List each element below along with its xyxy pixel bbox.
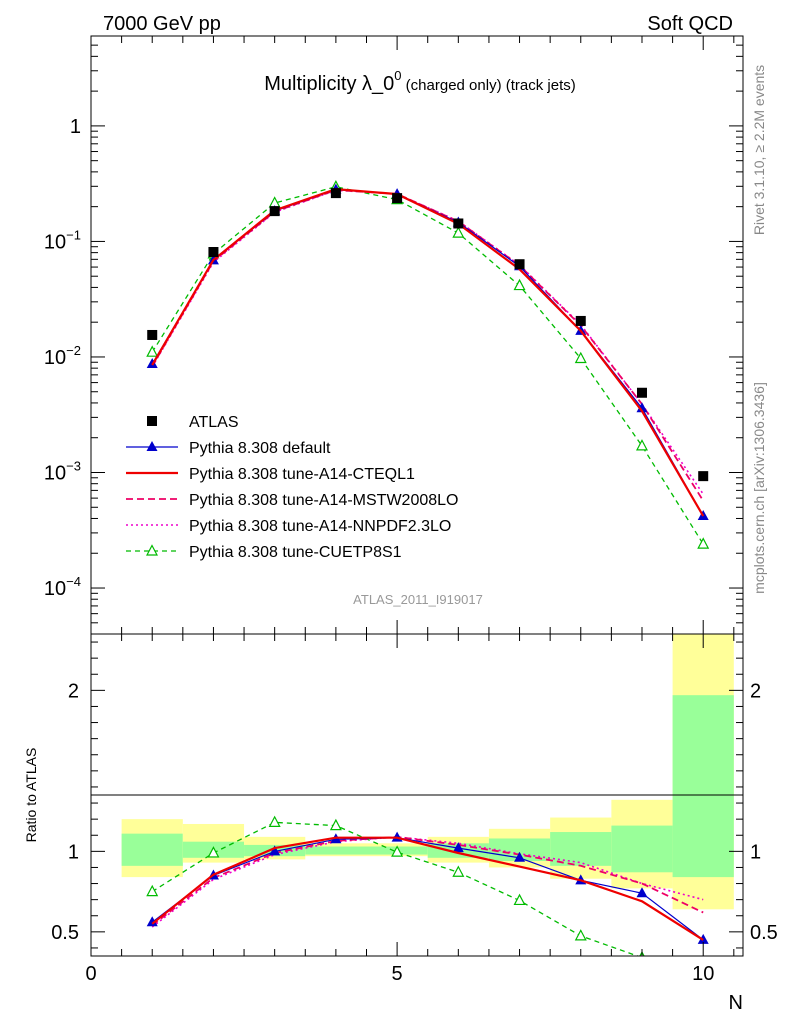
title-sup: 0 xyxy=(394,68,401,83)
ratio-point-default xyxy=(269,845,281,856)
ratio-ytick-label-right: 0.5 xyxy=(750,922,778,944)
ratio-series-line-default xyxy=(151,837,704,941)
legend: ATLAS Pythia 8.308 default Pythia 8.308 tu… xyxy=(126,414,458,561)
ratio-ytick-label-left: 0.5 xyxy=(51,922,79,944)
main-ytick-label: 10−3 xyxy=(44,458,81,484)
legend-label-default: Pythia 8.308 default xyxy=(189,440,331,457)
side-label-bottom: mcplots.cern.ch [arXiv:1306.3436] xyxy=(751,382,767,594)
main-point-cuetp8s1 xyxy=(574,351,587,364)
main-point-cuetp8s1 xyxy=(697,537,710,549)
main-point-atlas xyxy=(636,387,647,398)
main-ytick-label: 10−2 xyxy=(44,343,81,369)
main-ytick-label: 1 xyxy=(70,116,81,138)
main-point-cuetp8s1 xyxy=(635,439,648,451)
side-label-top: Rivet 3.1.10, ≥ 2.2M events xyxy=(751,65,767,235)
ratio-point-cuetp8s1 xyxy=(452,865,465,877)
ratio-series-line-mstw xyxy=(151,835,704,927)
main-point-cuetp8s1 xyxy=(452,226,465,238)
watermark: ATLAS_2011_I919017 xyxy=(353,592,483,607)
main-point-cuetp8s1 xyxy=(513,278,526,291)
ratio-series-line-cteql1 xyxy=(151,836,704,941)
title-tail: (charged only) (track jets) xyxy=(402,77,576,94)
ratio-point-cuetp8s1 xyxy=(146,884,159,897)
ratio-point-default xyxy=(146,916,158,927)
x-axis-label: N xyxy=(729,992,743,1014)
legend-label-atlas: ATLAS xyxy=(189,414,239,431)
ratio-point-cuetp8s1 xyxy=(329,818,342,831)
ratio-point-default xyxy=(514,851,526,862)
ratio-band-inner xyxy=(672,695,734,878)
main-point-atlas xyxy=(269,206,280,217)
main-point-atlas xyxy=(514,259,525,270)
main-point-cuetp8s1 xyxy=(146,345,159,357)
main-point-atlas xyxy=(208,247,219,258)
ratio-ytick-label-left: 2 xyxy=(68,680,79,702)
legend-label-mstw: Pythia 8.308 tune-A14-MSTW2008LO xyxy=(189,492,458,509)
ratio-point-cuetp8s1 xyxy=(207,846,220,858)
ratio-point-cuetp8s1 xyxy=(513,893,526,906)
ratio-ytick-label-right: 2 xyxy=(750,680,761,702)
main-ytick-label: 10−4 xyxy=(44,574,81,600)
legend-label-cteql1: Pythia 8.308 tune-A14-CTEQL1 xyxy=(189,466,415,483)
x-tick-label: 0 xyxy=(85,963,96,985)
y-axis-label: Ratio to ATLAS xyxy=(23,748,39,843)
main-point-atlas xyxy=(698,471,709,482)
x-tick-label: 10 xyxy=(692,963,714,985)
ratio-band-inner xyxy=(611,825,673,873)
ratio-point-cuetp8s1 xyxy=(574,929,587,941)
main-point-atlas xyxy=(330,188,341,199)
ratio-band-inner xyxy=(305,846,367,855)
main-point-atlas xyxy=(147,329,158,340)
ratio-point-default xyxy=(452,842,464,853)
main-point-atlas xyxy=(453,218,464,229)
header-left: 7000 GeV pp xyxy=(103,13,221,35)
ratio-series-line-nnpdf xyxy=(151,836,704,928)
ratio-band-inner xyxy=(121,833,183,866)
x-tick-label: 5 xyxy=(392,963,403,985)
ratio-point-default xyxy=(636,887,648,898)
main-series-line-cuetp8s1 xyxy=(151,186,704,545)
legend-marker-default xyxy=(146,441,158,451)
ratio-band-inner xyxy=(550,832,612,866)
chart-title: Multiplicity λ_00 (charged only) (track … xyxy=(264,68,576,95)
header-right: Soft QCD xyxy=(647,13,733,35)
main-point-atlas xyxy=(575,315,586,326)
ratio-panel: 0.5 0.5 1 1 2 2 xyxy=(51,633,778,957)
legend-label-nnpdf: Pythia 8.308 tune-A14-NNPDF2.3LO xyxy=(189,518,451,535)
main-point-atlas xyxy=(392,193,403,204)
main-panel: 1 10−1 10−2 10−3 10−4 xyxy=(44,35,744,635)
title-main: Multiplicity λ_0 xyxy=(264,73,394,95)
ratio-ytick-label-right: 1 xyxy=(750,841,761,863)
ratio-point-cuetp8s1 xyxy=(391,845,404,857)
legend-marker-atlas xyxy=(147,416,157,426)
ratio-frame xyxy=(90,633,744,957)
ratio-point-cuetp8s1 xyxy=(268,815,281,827)
main-ytick-label: 10−1 xyxy=(44,227,81,253)
legend-label-cuetp8s1: Pythia 8.308 tune-CUETP8S1 xyxy=(189,544,402,561)
main-point-default xyxy=(636,402,648,413)
legend-marker-cuetp8s1 xyxy=(146,544,158,556)
ratio-ytick-label-left: 1 xyxy=(68,841,79,863)
ratio-series-line-cuetp8s1 xyxy=(151,821,640,956)
main-series-line-cteql1 xyxy=(151,187,705,517)
